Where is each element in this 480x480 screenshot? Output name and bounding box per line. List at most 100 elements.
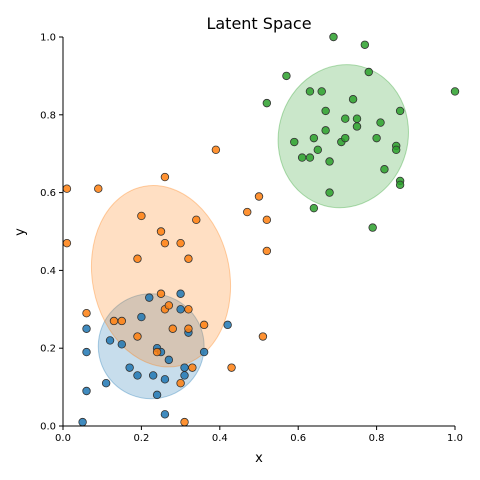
data-point	[184, 305, 193, 314]
data-point	[62, 184, 72, 193]
data-point	[164, 355, 174, 365]
data-point	[152, 347, 162, 357]
data-point	[262, 215, 272, 225]
data-point	[262, 98, 272, 108]
data-point	[243, 207, 252, 217]
data-point	[254, 192, 264, 201]
data-point	[168, 324, 177, 333]
data-point	[125, 363, 134, 372]
data-point	[160, 172, 170, 182]
data-point	[325, 188, 334, 197]
data-point	[395, 180, 405, 190]
data-point	[176, 289, 185, 298]
data-point	[156, 227, 166, 236]
y-tick-label: 0.0	[40, 422, 56, 433]
data-point	[180, 417, 189, 427]
data-point	[352, 122, 362, 131]
data-point	[117, 340, 126, 349]
data-point	[148, 371, 158, 380]
y-tick-label: 1.0	[40, 33, 56, 44]
data-point	[176, 238, 185, 248]
data-point	[94, 184, 103, 193]
data-point	[258, 332, 268, 341]
data-point	[137, 312, 146, 322]
data-point	[380, 165, 389, 174]
data-point	[82, 386, 91, 396]
data-point	[368, 223, 377, 232]
data-point	[82, 347, 91, 357]
x-tick-label: 0.8	[369, 433, 385, 444]
data-point	[227, 363, 236, 372]
data-point	[395, 106, 405, 116]
data-point	[109, 316, 119, 326]
data-point	[105, 336, 115, 345]
data-point	[309, 133, 319, 143]
data-point	[450, 87, 460, 96]
data-point	[392, 145, 401, 155]
data-point	[290, 137, 299, 147]
data-point	[313, 145, 322, 155]
data-point	[321, 106, 330, 116]
data-point	[376, 118, 385, 127]
data-point	[164, 301, 174, 310]
chart-title: Latent Space	[206, 14, 311, 33]
data-point	[372, 133, 381, 143]
data-point	[329, 32, 338, 42]
data-point	[160, 375, 170, 384]
data-point	[297, 153, 307, 162]
data-point	[117, 316, 126, 326]
y-tick-label: 0.4	[40, 266, 56, 277]
data-point	[133, 332, 142, 341]
data-point	[360, 40, 370, 49]
x-tick-label: 0.2	[133, 433, 149, 444]
data-point	[184, 254, 193, 263]
data-point	[282, 71, 291, 81]
data-point	[152, 390, 162, 400]
data-point	[133, 254, 142, 263]
data-point	[176, 379, 185, 388]
data-point	[305, 87, 315, 96]
y-tick-label: 0.6	[40, 188, 56, 199]
data-point	[160, 410, 170, 419]
data-point	[101, 379, 111, 388]
data-point	[184, 324, 193, 333]
data-point	[133, 371, 142, 380]
y-axis-label: y	[13, 228, 28, 236]
data-point	[309, 203, 319, 213]
data-point	[211, 145, 221, 155]
axis-ticks: 0.0 0.2 0.4 0.6 0.8 1.0 0.0 0.2 0.4 0.6 0.8 1.0	[40, 33, 463, 445]
data-point	[348, 95, 358, 104]
data-point	[180, 363, 189, 372]
data-point	[321, 126, 330, 135]
data-point	[180, 371, 189, 380]
data-point	[199, 320, 209, 330]
data-point	[137, 211, 146, 221]
axes	[62, 37, 455, 427]
data-point	[341, 133, 350, 143]
data-point	[82, 324, 91, 333]
data-point	[364, 67, 373, 77]
data-point	[192, 215, 201, 225]
y-tick-label: 0.2	[40, 344, 56, 355]
data-point	[156, 289, 166, 298]
data-point	[199, 347, 209, 357]
x-tick-label: 0.0	[55, 433, 71, 444]
data-point	[78, 417, 87, 427]
data-point	[262, 246, 272, 256]
data-point	[223, 320, 232, 330]
data-point	[317, 87, 326, 96]
x-tick-label: 0.6	[290, 433, 306, 444]
data-point	[341, 114, 350, 123]
x-tick-label: 0.4	[212, 433, 228, 444]
cluster-ellipse-1	[90, 185, 232, 368]
data-point	[305, 153, 315, 162]
data-point	[176, 305, 185, 314]
data-point	[145, 293, 154, 302]
x-axis-label: x	[255, 451, 263, 466]
x-tick-label: 1.0	[447, 433, 463, 444]
y-tick-label: 0.8	[40, 110, 56, 121]
data-point	[82, 308, 91, 318]
data-point	[160, 238, 170, 248]
data-point	[62, 238, 72, 248]
